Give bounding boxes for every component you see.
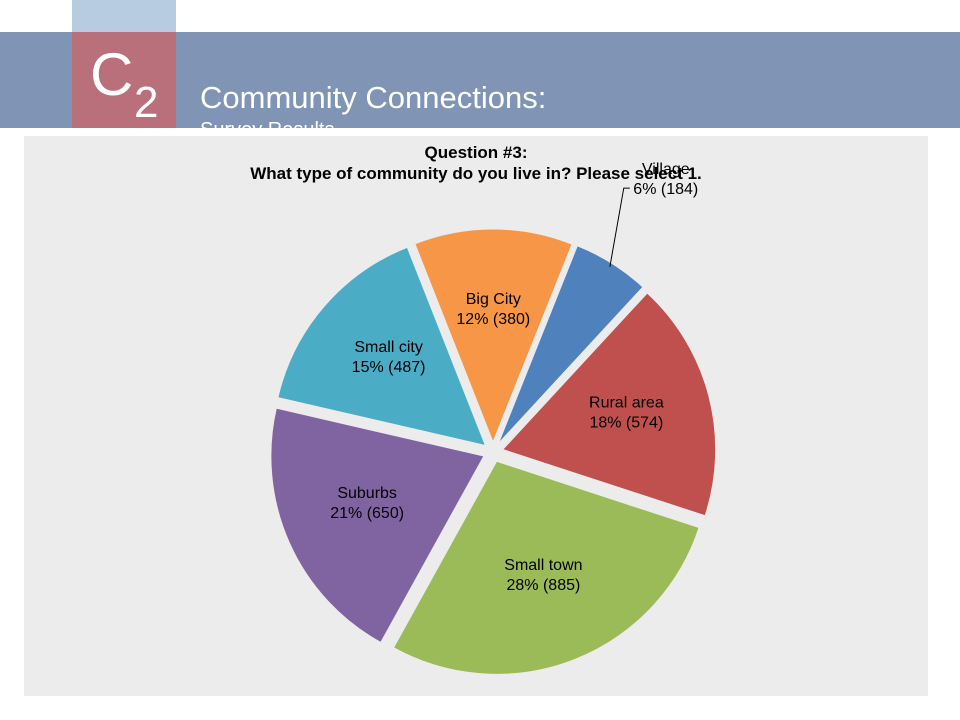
pie-slice-village: [497, 245, 644, 444]
pie-slice-small-city: [277, 246, 487, 447]
pie-slice-big-city: [414, 228, 573, 444]
chart-title: Question #3: What type of community do y…: [24, 142, 928, 184]
chart-title-line-2: What type of community do you live in? P…: [250, 164, 702, 183]
pie-label-name-rural-area: Rural area: [589, 394, 664, 411]
pie-leader-line-village: [609, 187, 630, 267]
pie-chart: Village 6% (184) Rural area 18% (574) Small …: [270, 161, 717, 675]
pie-label-name-small-town: Small town: [504, 557, 582, 574]
logo-subscript: 2: [134, 78, 159, 127]
pie-label-name-big-city: Big City: [466, 291, 521, 308]
chart-panel: Question #3: What type of community do y…: [24, 136, 928, 696]
pie-label-name-small-city: Small city: [354, 339, 422, 356]
page-subtitle: Survey Results: [200, 119, 335, 141]
pie-slice-suburbs: [270, 407, 485, 644]
top-accent-bar: [72, 0, 176, 32]
pie-label-name-village: Village: [642, 161, 690, 178]
pie-label-value-rural-area: 18% (574): [589, 414, 663, 431]
pie-label-name-suburbs: Suburbs: [337, 485, 397, 502]
logo-letter: C: [90, 41, 134, 108]
page-title: Community Connections:: [200, 80, 547, 115]
pie-slice-rural-area: [501, 292, 717, 517]
logo: C 2: [72, 32, 176, 128]
pie-slice-small-town: [392, 460, 700, 675]
pie-label-value-big-city: 12% (380): [456, 311, 530, 328]
pie-label-value-small-town: 28% (885): [507, 577, 581, 594]
pie-label-value-suburbs: 21% (650): [330, 505, 404, 522]
pie-label-value-small-city: 15% (487): [352, 359, 426, 376]
chart-title-line-1: Question #3:: [424, 143, 528, 162]
pie-label-value-village: 6% (184): [633, 181, 698, 198]
